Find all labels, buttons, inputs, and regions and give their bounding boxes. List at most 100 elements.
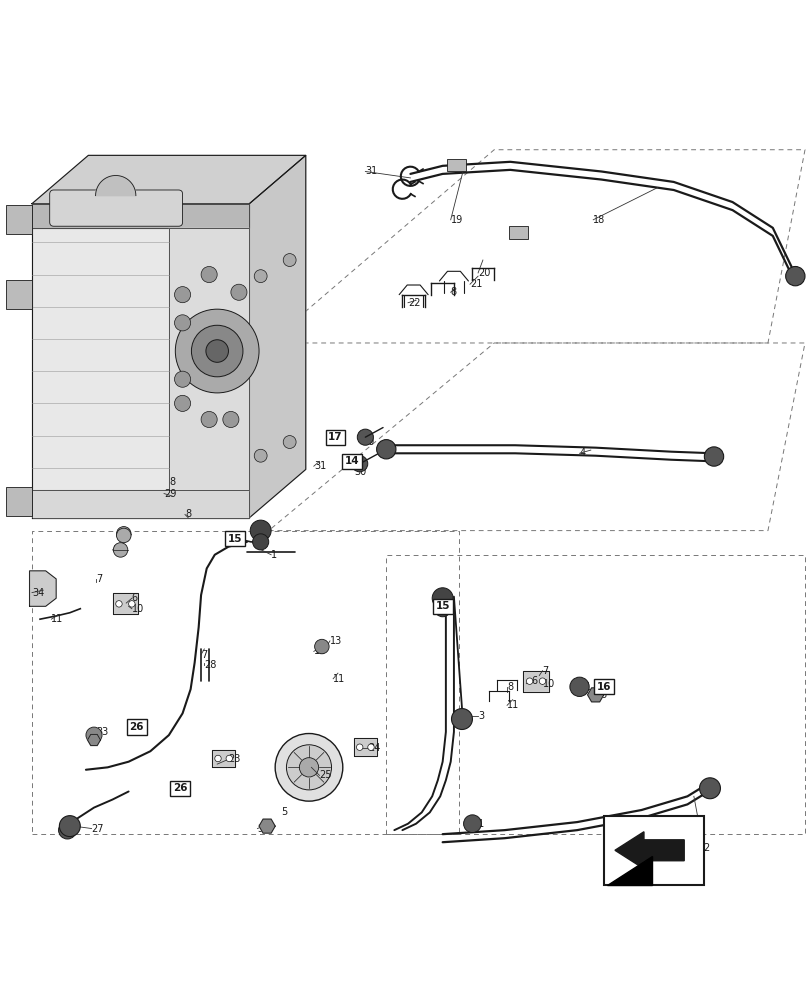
Circle shape bbox=[223, 411, 239, 428]
Text: 8: 8 bbox=[185, 509, 191, 519]
Circle shape bbox=[116, 528, 131, 543]
Polygon shape bbox=[250, 155, 305, 518]
Bar bbox=[6, 487, 32, 516]
Polygon shape bbox=[32, 204, 250, 228]
Circle shape bbox=[58, 821, 76, 839]
Circle shape bbox=[539, 678, 545, 684]
Polygon shape bbox=[30, 571, 56, 606]
Circle shape bbox=[59, 816, 80, 837]
Circle shape bbox=[201, 411, 217, 428]
Circle shape bbox=[432, 588, 453, 609]
Circle shape bbox=[299, 758, 318, 777]
Text: 1: 1 bbox=[271, 550, 277, 560]
Circle shape bbox=[700, 778, 721, 799]
Text: 3: 3 bbox=[478, 711, 484, 721]
Bar bbox=[447, 159, 466, 171]
Circle shape bbox=[250, 520, 271, 541]
Text: 12: 12 bbox=[314, 646, 326, 656]
Circle shape bbox=[368, 744, 374, 750]
Polygon shape bbox=[587, 688, 604, 702]
Polygon shape bbox=[112, 593, 138, 614]
Text: 5: 5 bbox=[282, 807, 288, 817]
Circle shape bbox=[705, 447, 724, 466]
Circle shape bbox=[287, 745, 331, 790]
Circle shape bbox=[116, 601, 122, 607]
Circle shape bbox=[570, 677, 589, 696]
Circle shape bbox=[175, 395, 191, 411]
Circle shape bbox=[206, 340, 229, 362]
Text: 7: 7 bbox=[96, 574, 103, 584]
Text: 26: 26 bbox=[129, 722, 144, 732]
Circle shape bbox=[255, 270, 267, 283]
Text: 6: 6 bbox=[531, 676, 537, 686]
Text: 15: 15 bbox=[436, 601, 450, 611]
Text: 11: 11 bbox=[333, 674, 345, 684]
Text: 8: 8 bbox=[507, 682, 513, 692]
Circle shape bbox=[785, 266, 805, 286]
Circle shape bbox=[175, 287, 191, 303]
Circle shape bbox=[226, 755, 233, 762]
Text: 32: 32 bbox=[255, 521, 267, 531]
Polygon shape bbox=[87, 734, 100, 746]
Text: 29: 29 bbox=[164, 489, 176, 499]
Circle shape bbox=[201, 266, 217, 283]
Circle shape bbox=[116, 527, 131, 541]
Polygon shape bbox=[213, 750, 235, 767]
Text: 31: 31 bbox=[438, 601, 450, 611]
Circle shape bbox=[377, 440, 396, 459]
Text: 30: 30 bbox=[354, 467, 366, 477]
Circle shape bbox=[526, 678, 532, 684]
Polygon shape bbox=[32, 204, 250, 518]
Text: 7: 7 bbox=[542, 666, 549, 676]
Bar bbox=[604, 816, 705, 885]
Text: 31: 31 bbox=[365, 166, 377, 176]
Circle shape bbox=[314, 639, 329, 654]
Circle shape bbox=[128, 601, 135, 607]
Text: 21: 21 bbox=[470, 279, 482, 289]
Text: 8: 8 bbox=[451, 287, 457, 297]
Text: 9: 9 bbox=[124, 531, 130, 541]
Circle shape bbox=[435, 601, 451, 617]
Text: 25: 25 bbox=[319, 770, 332, 780]
Text: 8: 8 bbox=[169, 477, 175, 487]
Text: 31: 31 bbox=[314, 461, 326, 471]
Text: 26: 26 bbox=[173, 783, 187, 793]
Circle shape bbox=[113, 543, 128, 557]
Text: 13: 13 bbox=[330, 636, 342, 646]
Text: 34: 34 bbox=[32, 588, 44, 598]
Polygon shape bbox=[169, 228, 250, 490]
Text: 11: 11 bbox=[507, 700, 520, 710]
Circle shape bbox=[284, 436, 296, 448]
Text: 32: 32 bbox=[438, 590, 450, 600]
Text: 11: 11 bbox=[52, 614, 64, 624]
Circle shape bbox=[191, 325, 243, 377]
Text: 24: 24 bbox=[368, 743, 380, 753]
Text: 10: 10 bbox=[542, 679, 555, 689]
Circle shape bbox=[86, 727, 102, 743]
Text: 19: 19 bbox=[451, 215, 463, 225]
Polygon shape bbox=[354, 738, 377, 756]
Polygon shape bbox=[523, 671, 549, 692]
Circle shape bbox=[231, 284, 247, 300]
Text: 33: 33 bbox=[258, 824, 270, 834]
Text: 2: 2 bbox=[704, 843, 709, 853]
Circle shape bbox=[276, 734, 343, 801]
Text: 23: 23 bbox=[229, 754, 241, 764]
Text: 31: 31 bbox=[579, 682, 591, 692]
Bar bbox=[6, 205, 32, 234]
Text: 30: 30 bbox=[362, 437, 374, 447]
Bar bbox=[509, 226, 528, 239]
Text: 31: 31 bbox=[255, 531, 267, 541]
Text: 15: 15 bbox=[228, 534, 242, 544]
Text: 16: 16 bbox=[596, 682, 611, 692]
Circle shape bbox=[175, 309, 259, 393]
Text: 8: 8 bbox=[112, 545, 119, 555]
Text: 4: 4 bbox=[579, 448, 586, 458]
Polygon shape bbox=[32, 490, 250, 518]
Circle shape bbox=[464, 815, 482, 833]
Text: 33: 33 bbox=[96, 727, 108, 737]
Polygon shape bbox=[95, 176, 136, 196]
Text: 9: 9 bbox=[462, 719, 468, 729]
Text: 22: 22 bbox=[408, 298, 420, 308]
Bar bbox=[6, 280, 32, 309]
